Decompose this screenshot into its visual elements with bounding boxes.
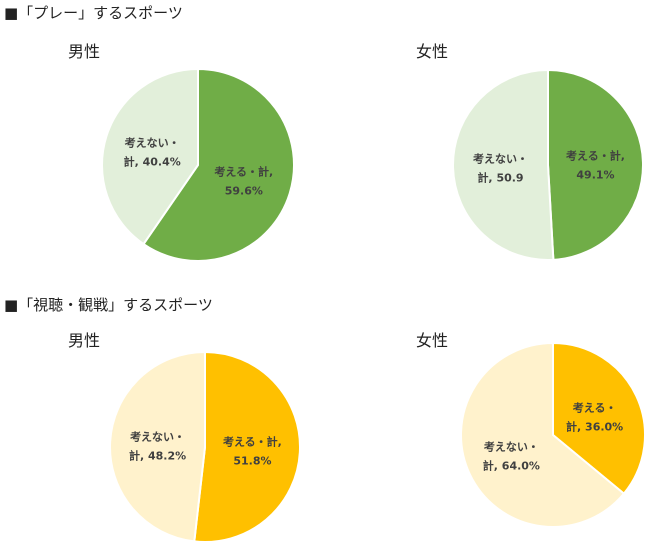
pie-slice-play-female-1 (452, 68, 555, 261)
pie-slice-watch-male-0 (193, 350, 301, 543)
chart-title-play-male: 男性 (68, 42, 101, 61)
data-label-watch-male-0: 考える・計, 51.8% (223, 435, 282, 468)
pie-slice-watch-male-1 (109, 350, 206, 543)
pie-slice-play-female-0 (547, 68, 644, 261)
pie-slice-watch-female-1 (460, 341, 626, 528)
chart-title-watch-female: 女性 (416, 331, 449, 350)
chart-title-watch-male: 男性 (68, 331, 101, 350)
pie-slice-watch-female-0 (552, 341, 646, 496)
data-label-play-male-0: 考える・計, 59.6% (214, 164, 273, 197)
data-label-play-female-1: 考えない・計, 50.9 (473, 151, 528, 184)
data-label-play-female-0: 考える・計, 49.1% (566, 149, 625, 182)
data-label-watch-male-1: 考えない・計, 48.2% (129, 429, 186, 462)
data-label-watch-female-0: 考える・計, 36.0% (566, 400, 623, 433)
data-label-play-male-1: 考えない・計, 40.4% (124, 136, 181, 169)
section-title-play: ■「プレー」するスポーツ (4, 4, 183, 22)
section-title-watch: ■「視聴・観戦」するスポーツ (4, 296, 213, 314)
pie-slice-play-male-0 (142, 67, 295, 262)
pie-slice-play-male-1 (101, 67, 199, 246)
data-label-watch-female-1: 考えない・計, 64.0% (483, 440, 540, 473)
chart-title-play-female: 女性 (416, 42, 449, 61)
